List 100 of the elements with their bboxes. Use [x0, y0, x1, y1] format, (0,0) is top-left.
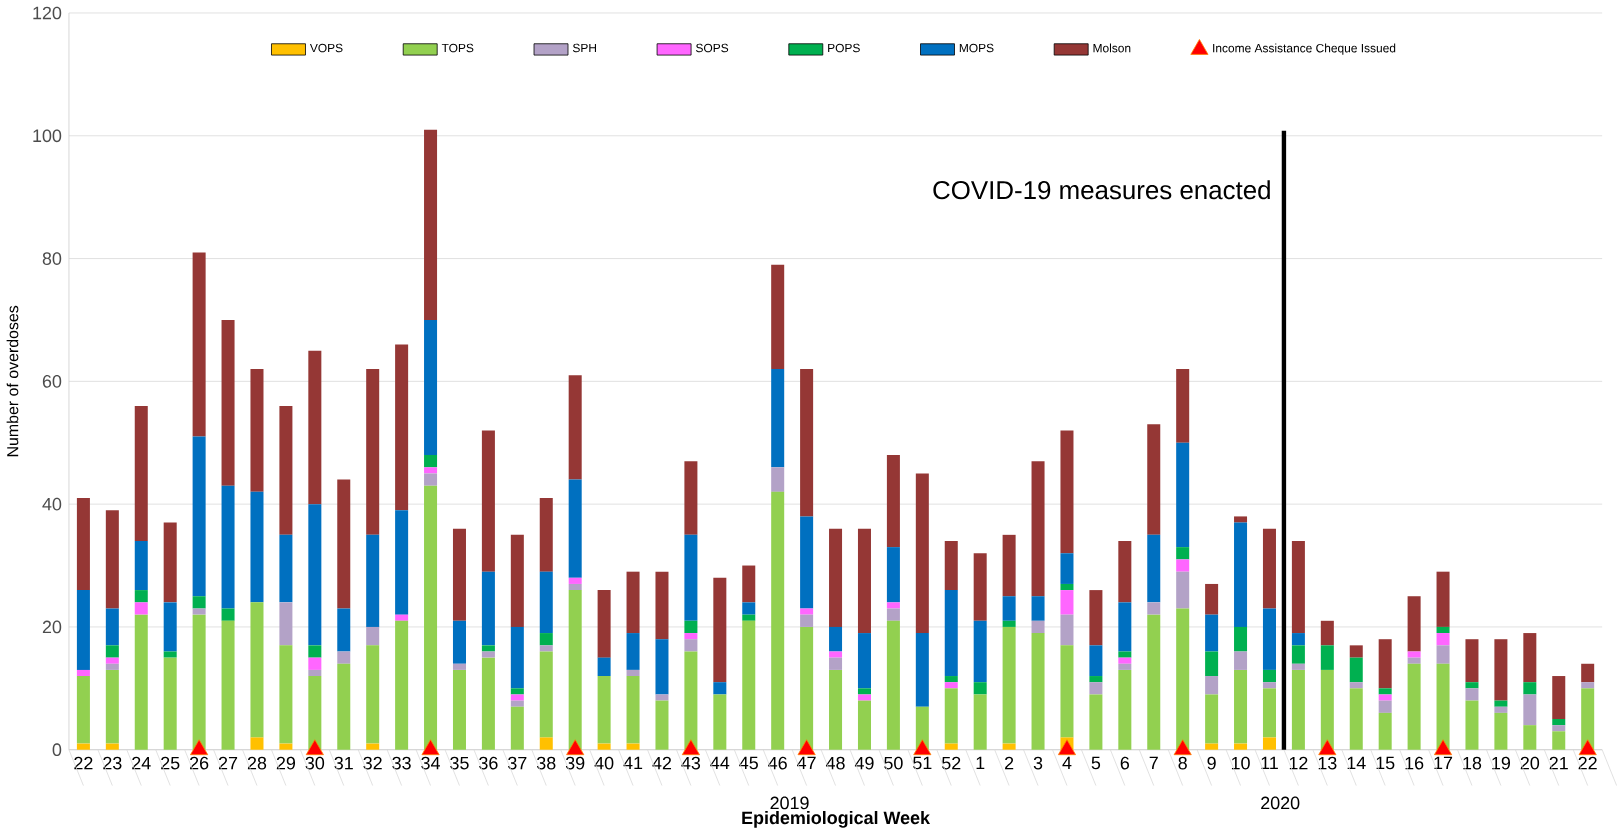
bar: [1262, 528, 1276, 609]
bar: [424, 129, 438, 320]
x-tick-label: 28: [247, 756, 267, 770]
bar: [366, 368, 380, 535]
x-tick-label: 49: [854, 756, 874, 770]
bar: [886, 454, 900, 547]
bar: [771, 467, 785, 492]
x-tick-label: 9: [1207, 756, 1216, 770]
x-tick-label: 15: [1376, 756, 1395, 770]
bar: [395, 620, 409, 750]
bar: [1176, 571, 1190, 609]
legend-label: POPS: [828, 43, 860, 53]
legend-label: Income Assistance Cheque Issued: [1213, 43, 1396, 55]
bar: [1205, 675, 1219, 695]
x-tick-label: 43: [681, 756, 701, 770]
bar: [655, 694, 669, 701]
bar: [1552, 731, 1566, 750]
bar: [192, 596, 206, 609]
bar: [539, 737, 553, 750]
bar: [655, 700, 669, 750]
bar: [481, 651, 495, 658]
bar: [973, 553, 987, 621]
bar: [626, 571, 640, 633]
bar: [1147, 614, 1161, 750]
bar: [1089, 694, 1103, 750]
bar: [250, 602, 264, 738]
x-tick-label: 18: [1463, 756, 1482, 770]
bar: [1002, 620, 1016, 627]
bar: [221, 319, 235, 486]
bar: [1436, 663, 1450, 750]
bar: [684, 639, 698, 652]
bar: [105, 657, 119, 664]
bar: [105, 510, 119, 609]
bar: [452, 663, 466, 670]
bar: [1523, 724, 1537, 750]
x-tick-label: 23: [103, 756, 122, 770]
bar: [771, 264, 785, 369]
bar: [134, 405, 148, 541]
y-axis-title: Number of overdoses: [6, 305, 19, 456]
bar: [973, 694, 987, 750]
bar: [742, 602, 756, 615]
bar: [1465, 700, 1479, 750]
x-tick-label: 32: [363, 756, 382, 770]
bar: [742, 565, 756, 603]
bar: [742, 614, 756, 621]
legend-label: TOPS: [441, 43, 474, 53]
bar: [1089, 645, 1103, 676]
bar: [944, 675, 958, 682]
bar: [366, 645, 380, 744]
text: 2019: [770, 796, 809, 810]
x-tick-label: 24: [132, 756, 151, 770]
x-tick-label: 34: [421, 756, 440, 770]
bar: [1291, 669, 1305, 750]
ref-line-label: COVID-19 measures enacted: [933, 180, 1270, 200]
x-tick-label: 7: [1149, 756, 1158, 769]
bar: [1060, 430, 1074, 554]
bar: [1436, 626, 1450, 633]
bar: [424, 319, 438, 455]
bar: [1378, 700, 1392, 713]
bar: [163, 651, 177, 658]
bar: [221, 620, 235, 750]
bar: [1436, 645, 1450, 664]
bar: [105, 669, 119, 744]
bar: [452, 669, 466, 750]
bar: [279, 405, 293, 535]
x-tick-label: 14: [1347, 756, 1366, 769]
bar: [684, 651, 698, 750]
bar: [1118, 669, 1132, 750]
x-tick-label: 20: [1520, 756, 1540, 770]
bar: [279, 602, 293, 646]
bar: [626, 669, 640, 676]
bar: [105, 663, 119, 670]
bar: [1118, 663, 1132, 670]
bar: [481, 430, 495, 572]
bar: [597, 657, 611, 676]
bar: [800, 368, 814, 517]
legend-label: MOPS: [959, 43, 994, 53]
bar: [1060, 589, 1074, 615]
bar: [713, 577, 727, 682]
bar: [134, 602, 148, 615]
x-tick-label: 16: [1405, 756, 1424, 770]
bar: [424, 473, 438, 486]
x-tick-label: 5: [1091, 756, 1101, 770]
bar: [163, 522, 177, 603]
legend-label: SPH: [572, 43, 596, 53]
bar: [192, 614, 206, 750]
bar: [424, 454, 438, 468]
bar: [829, 651, 843, 658]
bar: [250, 491, 264, 603]
bar: [1205, 614, 1219, 652]
bar: [973, 681, 987, 695]
bar: [1465, 688, 1479, 701]
bar: [1262, 681, 1276, 689]
x-tick-label: 19: [1492, 756, 1511, 770]
bar: [1494, 639, 1508, 701]
bar: [539, 571, 553, 633]
bar: [395, 510, 409, 615]
bar: [1262, 669, 1276, 682]
bar: [539, 632, 553, 646]
bar: [192, 252, 206, 437]
